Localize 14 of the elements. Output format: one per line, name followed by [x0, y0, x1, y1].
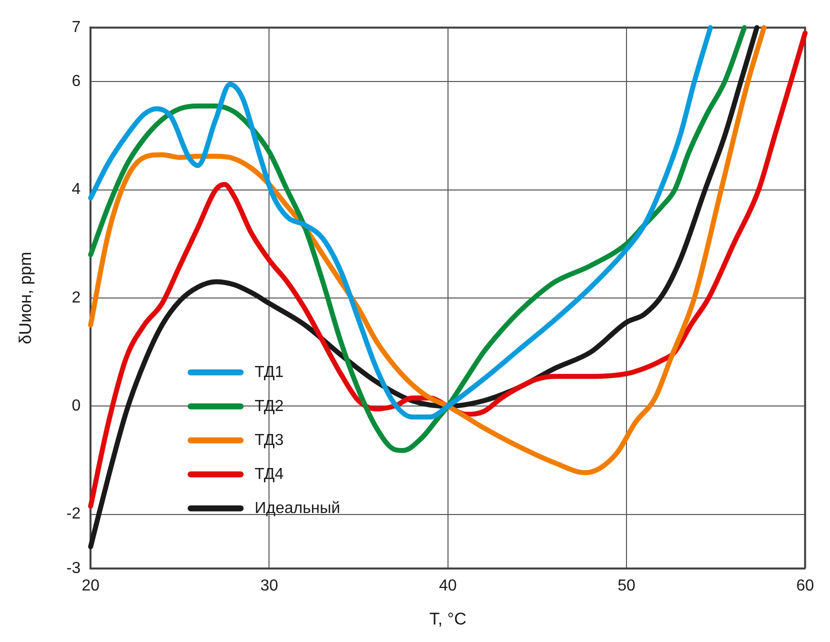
y-tick-label: 0 — [72, 398, 81, 415]
y-tick-label: 6 — [72, 73, 81, 90]
y-tick-label: 2 — [72, 289, 81, 306]
y-tick-label: -3 — [66, 560, 81, 577]
x-tick-label: 40 — [438, 577, 457, 594]
x-tick-label: 50 — [618, 577, 636, 594]
x-axis-title: T, °C — [429, 609, 466, 628]
y-tick-label: -2 — [66, 506, 81, 523]
y-tick-label: 4 — [72, 181, 81, 198]
x-tick-label: 30 — [260, 577, 278, 594]
x-tick-label: 60 — [796, 577, 814, 594]
y-axis-title: δUион, ppm — [16, 252, 35, 344]
y-tick-label: 7 — [72, 19, 81, 36]
x-tick-label: 20 — [82, 577, 100, 594]
